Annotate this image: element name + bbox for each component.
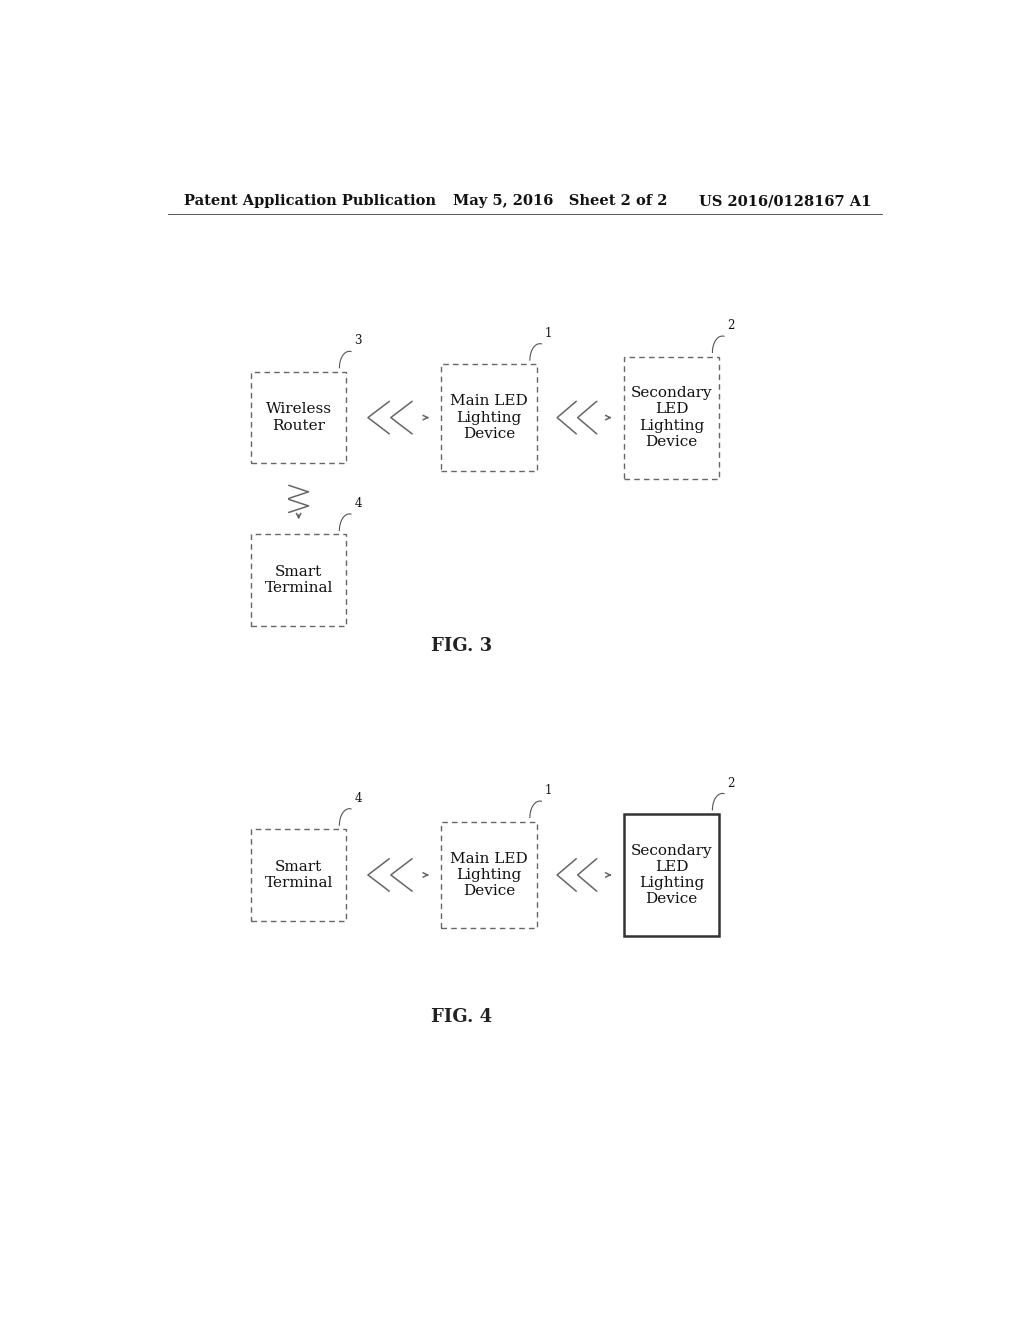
Text: May 5, 2016   Sheet 2 of 2: May 5, 2016 Sheet 2 of 2: [454, 194, 668, 209]
Bar: [441, 364, 537, 471]
Text: US 2016/0128167 A1: US 2016/0128167 A1: [699, 194, 871, 209]
Text: 3: 3: [354, 334, 361, 347]
Text: Smart
Terminal: Smart Terminal: [264, 565, 333, 595]
Text: 2: 2: [727, 776, 734, 789]
Text: 1: 1: [545, 784, 552, 797]
Text: 4: 4: [354, 792, 361, 805]
Text: 1: 1: [545, 327, 552, 339]
Text: Main LED
Lighting
Device: Main LED Lighting Device: [451, 395, 528, 441]
Text: Secondary
LED
Lighting
Device: Secondary LED Lighting Device: [631, 387, 713, 449]
Text: Smart
Terminal: Smart Terminal: [264, 859, 333, 890]
Text: Wireless
Router: Wireless Router: [265, 403, 332, 433]
Text: Secondary
LED
Lighting
Device: Secondary LED Lighting Device: [631, 843, 713, 907]
Text: 4: 4: [354, 498, 361, 510]
Bar: [624, 814, 719, 936]
Text: FIG. 4: FIG. 4: [431, 1008, 492, 1026]
Bar: [251, 535, 346, 626]
Text: Patent Application Publication: Patent Application Publication: [183, 194, 435, 209]
Bar: [251, 829, 346, 921]
Text: 2: 2: [727, 319, 734, 333]
Bar: [624, 356, 719, 479]
Text: FIG. 3: FIG. 3: [431, 638, 492, 655]
Bar: [251, 372, 346, 463]
Text: Main LED
Lighting
Device: Main LED Lighting Device: [451, 851, 528, 898]
Bar: [441, 821, 537, 928]
